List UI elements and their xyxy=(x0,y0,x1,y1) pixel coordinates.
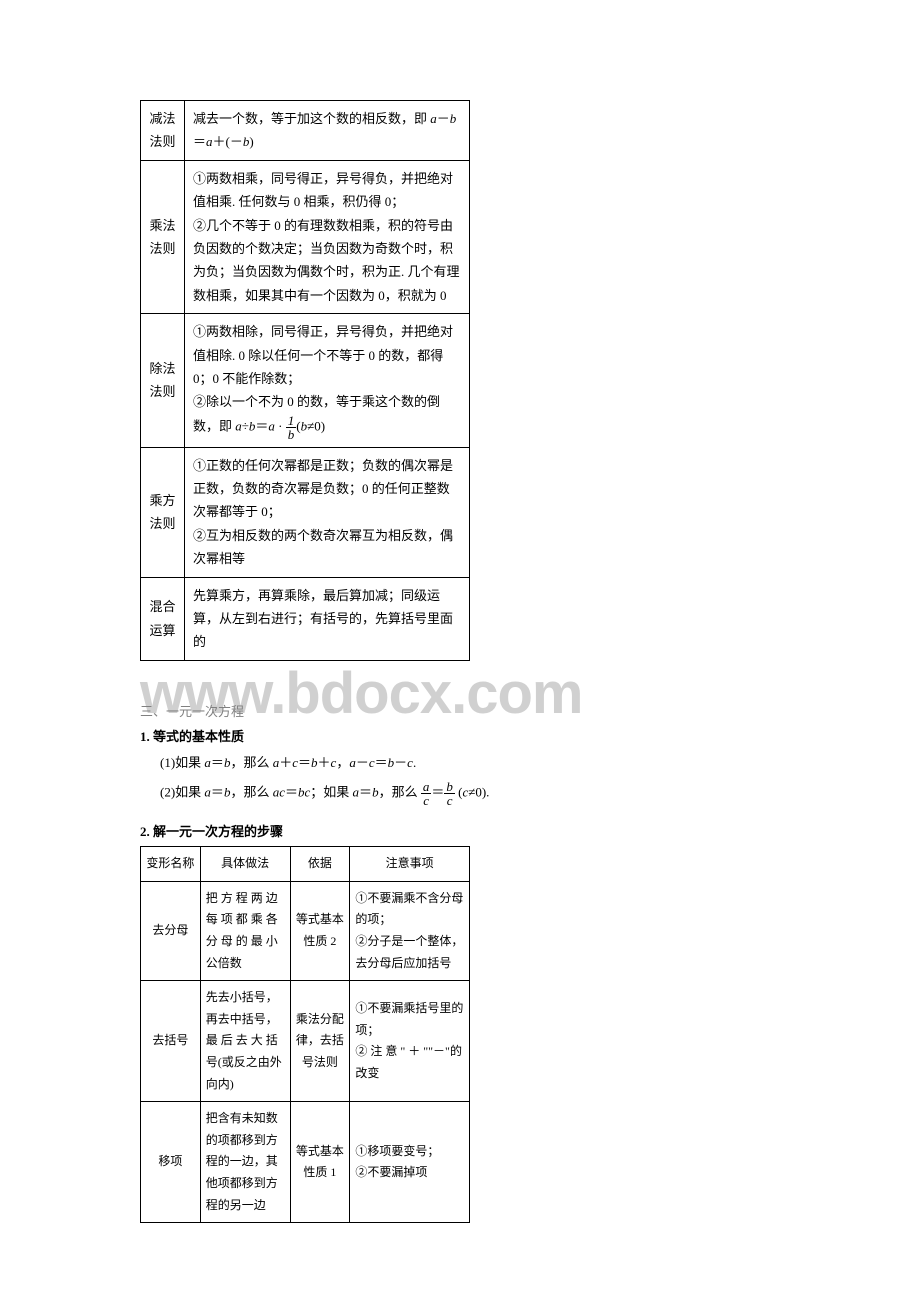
rule-label: 混合运算 xyxy=(141,577,185,660)
steps-cell: 先去小括号，再去中括号，最 后 去 大 括号(或反之由外向内) xyxy=(200,981,290,1102)
rule-label: 乘法法则 xyxy=(141,160,185,313)
steps-cell: 等式基本性质 2 xyxy=(290,881,350,980)
rule-label: 减法法则 xyxy=(141,101,185,161)
steps-cell: 等式基本性质 1 xyxy=(290,1102,350,1223)
subsection-2-title: 2. 解一元一次方程的步骤 xyxy=(140,821,780,840)
steps-cell: ①不要漏乘不含分母的项；②分子是一个整体，去分母后应加括号 xyxy=(350,881,470,980)
steps-cell: 去括号 xyxy=(141,981,201,1102)
steps-header-cell: 变形名称 xyxy=(141,847,201,882)
rule-content: ①正数的任何次幂都是正数；负数的偶次幂是正数，负数的奇次幂是负数；0 的任何正整… xyxy=(185,447,470,577)
steps-cell: 把 方 程 两 边每 项 都 乘 各分 母 的 最 小公倍数 xyxy=(200,881,290,980)
equation-property-1: (1)如果 a＝b，那么 a＋c＝b＋c，a－c＝b－c. xyxy=(160,751,780,774)
rule-content: 先算乘方，再算乘除，最后算加减；同级运算，从左到右进行；有括号的，先算括号里面的 xyxy=(185,577,470,660)
rule-label: 除法法则 xyxy=(141,314,185,448)
steps-cell: 移项 xyxy=(141,1102,201,1223)
rules-table: 减法法则减去一个数，等于加这个数的相反数，即 a－b＝a＋(－b)乘法法则①两数… xyxy=(140,100,470,661)
rule-content: ①两数相乘，同号得正，异号得负，并把绝对值相乘. 任何数与 0 相乘，积仍得 0… xyxy=(185,160,470,313)
steps-header-cell: 注意事项 xyxy=(350,847,470,882)
equation-property-2: (2)如果 a＝b，那么 ac＝bc；如果 a＝b，那么 ac＝bc (c≠0)… xyxy=(160,780,780,807)
subsection-1-title: 1. 等式的基本性质 xyxy=(140,726,780,745)
steps-cell: ①移项要变号；②不要漏掉项 xyxy=(350,1102,470,1223)
steps-cell: 乘法分配律，去括号法则 xyxy=(290,981,350,1102)
steps-cell: 把含有未知数的项都移到方程的一边，其他项都移到方程的另一边 xyxy=(200,1102,290,1223)
steps-table: 变形名称具体做法依据注意事项去分母把 方 程 两 边每 项 都 乘 各分 母 的… xyxy=(140,846,470,1223)
rule-content: ①两数相除，同号得正，异号得负，并把绝对值相除. 0 除以任何一个不等于 0 的… xyxy=(185,314,470,448)
steps-header-cell: 依据 xyxy=(290,847,350,882)
rule-content: 减去一个数，等于加这个数的相反数，即 a－b＝a＋(－b) xyxy=(185,101,470,161)
steps-cell: ①不要漏乘括号里的项；② 注 意 " ＋ ""－"的改变 xyxy=(350,981,470,1102)
steps-header-cell: 具体做法 xyxy=(200,847,290,882)
rule-label: 乘方法则 xyxy=(141,447,185,577)
section-3-title: 三、一元一次方程 xyxy=(140,701,780,720)
steps-cell: 去分母 xyxy=(141,881,201,980)
